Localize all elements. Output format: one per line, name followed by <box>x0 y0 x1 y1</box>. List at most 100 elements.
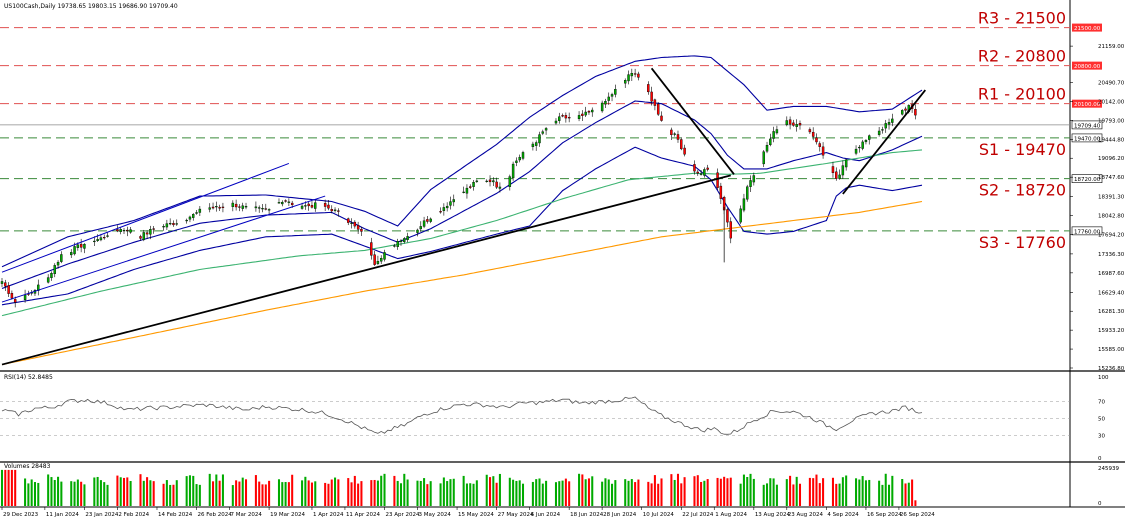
candle-body <box>99 237 103 241</box>
candle-body <box>175 223 178 225</box>
date-tick-label: 16 Sep 2024 <box>867 512 902 518</box>
volume-bar <box>215 474 218 506</box>
volume-bar <box>888 484 891 506</box>
price-tick-label: 16987.60 <box>1098 271 1125 277</box>
candle-body <box>370 242 373 256</box>
candle-body <box>76 244 80 248</box>
candle-body <box>264 208 268 210</box>
volume-bar <box>37 482 40 506</box>
volume-bar <box>165 480 168 506</box>
volume-bar <box>891 475 894 506</box>
candle-body <box>60 254 63 262</box>
price-tick-label: 15933.20 <box>1098 328 1125 334</box>
volume-bar <box>7 469 10 506</box>
volume-bar <box>106 484 109 506</box>
candle-body <box>106 235 109 237</box>
price-tick-label: 18391.30 <box>1098 195 1125 201</box>
volume-bar <box>24 478 27 506</box>
volume-bar <box>370 480 373 506</box>
volume-bar <box>841 477 844 506</box>
volume-bar <box>812 478 815 506</box>
candle-body <box>492 180 495 183</box>
level-label-s3: S3 - 17760 <box>979 233 1066 252</box>
candle-body <box>627 74 630 82</box>
candle-body <box>835 171 838 179</box>
volume-bar <box>175 480 178 506</box>
volume-bar <box>360 481 363 506</box>
volume-bar <box>792 484 795 506</box>
volume-bar <box>268 480 271 506</box>
candle-body <box>581 113 584 116</box>
candle-body <box>290 202 294 206</box>
volume-bar <box>475 480 478 506</box>
volume-bar <box>719 478 722 506</box>
level-label-s2: S2 - 18720 <box>979 181 1066 200</box>
volume-bar <box>611 483 614 506</box>
level-label-s1: S1 - 19470 <box>979 140 1066 159</box>
volume-bar <box>706 479 709 506</box>
candle-body <box>422 220 426 227</box>
volume-bar <box>472 483 475 506</box>
candle-body <box>693 164 696 172</box>
volume-bar <box>584 479 587 506</box>
candle-body <box>129 229 132 233</box>
volume-bar <box>653 475 656 506</box>
volume-bar <box>357 483 360 506</box>
volume-bar <box>403 473 406 506</box>
volume-bar <box>53 479 56 506</box>
date-tick-label: 19 Mar 2024 <box>270 512 305 518</box>
candle-body <box>650 91 653 102</box>
volume-bar <box>726 478 729 506</box>
candle-body <box>696 171 699 174</box>
candle-body <box>914 109 917 116</box>
volume-bar <box>452 478 455 506</box>
date-tick-label: 3 May 2024 <box>418 512 451 518</box>
volume-bar <box>512 479 515 506</box>
volume-bar <box>752 478 755 506</box>
candle-body <box>564 115 568 119</box>
volume-bar <box>350 482 353 506</box>
candle-body <box>811 131 815 137</box>
candle-body <box>300 205 304 209</box>
level-tag-r2: 20800.00 <box>1074 64 1101 70</box>
candle-body <box>614 88 617 95</box>
candle-body <box>231 202 235 207</box>
candle-body <box>462 191 465 193</box>
candle-body <box>208 207 211 210</box>
volume-bar <box>373 479 376 506</box>
level-label-r2: R2 - 20800 <box>978 47 1066 66</box>
volume-bar <box>581 474 584 506</box>
volume-bar <box>208 473 211 506</box>
candle-body <box>119 229 122 232</box>
candle-body <box>515 160 518 163</box>
date-tick-label: 29 Dec 2023 <box>3 512 39 518</box>
rsi-tick-label: 30 <box>1098 434 1105 440</box>
volume-bar <box>198 484 201 506</box>
candle-body <box>307 203 310 207</box>
trendline-rising-september <box>842 89 927 195</box>
candle-body <box>868 135 871 140</box>
date-tick-label: 6 Jun 2024 <box>531 512 561 518</box>
candle-body <box>116 229 119 232</box>
candle-body <box>841 165 845 176</box>
volume-bar <box>818 483 821 506</box>
candle-body <box>495 181 498 188</box>
volume-bar <box>541 483 544 506</box>
volume-bar <box>93 477 96 506</box>
date-tick-label: 23 Jan 2024 <box>85 512 118 518</box>
candle-body <box>633 73 637 75</box>
candle-body <box>673 133 676 135</box>
volume-bar <box>419 480 422 506</box>
volume-bar <box>838 483 841 506</box>
candle-body <box>152 228 155 230</box>
date-tick-label: 22 Jul 2024 <box>682 512 714 518</box>
volume-bar <box>683 477 686 506</box>
candles <box>0 68 917 308</box>
candle-body <box>706 167 709 170</box>
volume-bar <box>746 476 749 506</box>
volume-bar <box>10 469 13 506</box>
volume-bar <box>393 475 396 506</box>
price-tick-label: 20142.00 <box>1098 99 1125 105</box>
date-tick-label: 1 Apr 2024 <box>313 512 344 518</box>
chart-header: US100Cash,Daily 19738.65 19803.15 19686.… <box>4 3 178 10</box>
